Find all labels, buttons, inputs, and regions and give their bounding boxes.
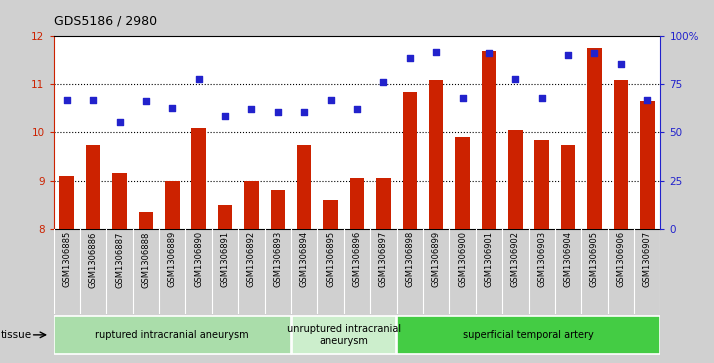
- Bar: [560, 144, 575, 229]
- Bar: [482, 51, 496, 229]
- Text: GSM1306886: GSM1306886: [89, 231, 98, 287]
- Point: [589, 50, 600, 56]
- FancyBboxPatch shape: [54, 316, 291, 354]
- Text: GSM1306893: GSM1306893: [273, 231, 282, 287]
- Text: superficial temporal artery: superficial temporal artery: [463, 330, 594, 340]
- Point: [378, 79, 389, 85]
- Bar: [376, 178, 391, 229]
- Point: [510, 76, 521, 82]
- Point: [61, 97, 72, 103]
- Text: GSM1306887: GSM1306887: [115, 231, 124, 287]
- Bar: [297, 144, 311, 229]
- Point: [351, 106, 363, 112]
- Text: GSM1306889: GSM1306889: [168, 231, 177, 287]
- Text: GSM1306896: GSM1306896: [353, 231, 361, 287]
- Point: [298, 109, 310, 115]
- Bar: [86, 144, 101, 229]
- Point: [272, 109, 283, 115]
- Bar: [139, 212, 154, 229]
- Bar: [350, 178, 364, 229]
- Bar: [587, 48, 602, 229]
- Point: [114, 119, 125, 125]
- Point: [615, 61, 627, 67]
- Text: tissue: tissue: [1, 330, 32, 340]
- Point: [563, 52, 574, 57]
- Point: [642, 97, 653, 103]
- Text: GSM1306890: GSM1306890: [194, 231, 203, 287]
- Text: GSM1306897: GSM1306897: [379, 231, 388, 287]
- Point: [87, 97, 99, 103]
- Bar: [59, 176, 74, 229]
- Text: GSM1306904: GSM1306904: [563, 231, 573, 287]
- Text: GSM1306895: GSM1306895: [326, 231, 335, 287]
- Text: GSM1306903: GSM1306903: [537, 231, 546, 287]
- Text: GSM1306888: GSM1306888: [141, 231, 151, 287]
- Bar: [191, 128, 206, 229]
- Point: [193, 76, 204, 82]
- Bar: [640, 101, 655, 229]
- Bar: [244, 180, 258, 229]
- Text: GSM1306898: GSM1306898: [406, 231, 414, 287]
- Text: GSM1306907: GSM1306907: [643, 231, 652, 287]
- Text: GSM1306900: GSM1306900: [458, 231, 467, 287]
- Text: GSM1306905: GSM1306905: [590, 231, 599, 287]
- Point: [325, 97, 336, 103]
- Bar: [613, 79, 628, 229]
- Bar: [535, 140, 549, 229]
- Point: [246, 106, 257, 112]
- Bar: [456, 137, 470, 229]
- Bar: [112, 174, 127, 229]
- Point: [404, 55, 416, 61]
- Text: ruptured intracranial aneurysm: ruptured intracranial aneurysm: [96, 330, 249, 340]
- Text: GSM1306899: GSM1306899: [432, 231, 441, 287]
- Point: [431, 49, 442, 54]
- Text: GSM1306901: GSM1306901: [484, 231, 493, 287]
- Point: [536, 95, 548, 101]
- Bar: [429, 79, 443, 229]
- Bar: [218, 205, 232, 229]
- Text: unruptured intracranial
aneurysm: unruptured intracranial aneurysm: [287, 324, 401, 346]
- Point: [140, 98, 151, 104]
- Text: GSM1306891: GSM1306891: [221, 231, 230, 287]
- Bar: [403, 91, 417, 229]
- Point: [457, 95, 468, 101]
- Bar: [508, 130, 523, 229]
- Point: [483, 50, 495, 56]
- Point: [219, 113, 231, 119]
- FancyBboxPatch shape: [291, 316, 396, 354]
- Text: GDS5186 / 2980: GDS5186 / 2980: [54, 15, 156, 28]
- Text: GSM1306906: GSM1306906: [616, 231, 625, 287]
- Bar: [271, 190, 285, 229]
- Bar: [323, 200, 338, 229]
- Text: GSM1306885: GSM1306885: [62, 231, 71, 287]
- FancyBboxPatch shape: [397, 316, 660, 354]
- Text: GSM1306902: GSM1306902: [511, 231, 520, 287]
- Text: GSM1306894: GSM1306894: [300, 231, 308, 287]
- Point: [166, 106, 178, 111]
- Bar: [165, 180, 179, 229]
- Text: GSM1306892: GSM1306892: [247, 231, 256, 287]
